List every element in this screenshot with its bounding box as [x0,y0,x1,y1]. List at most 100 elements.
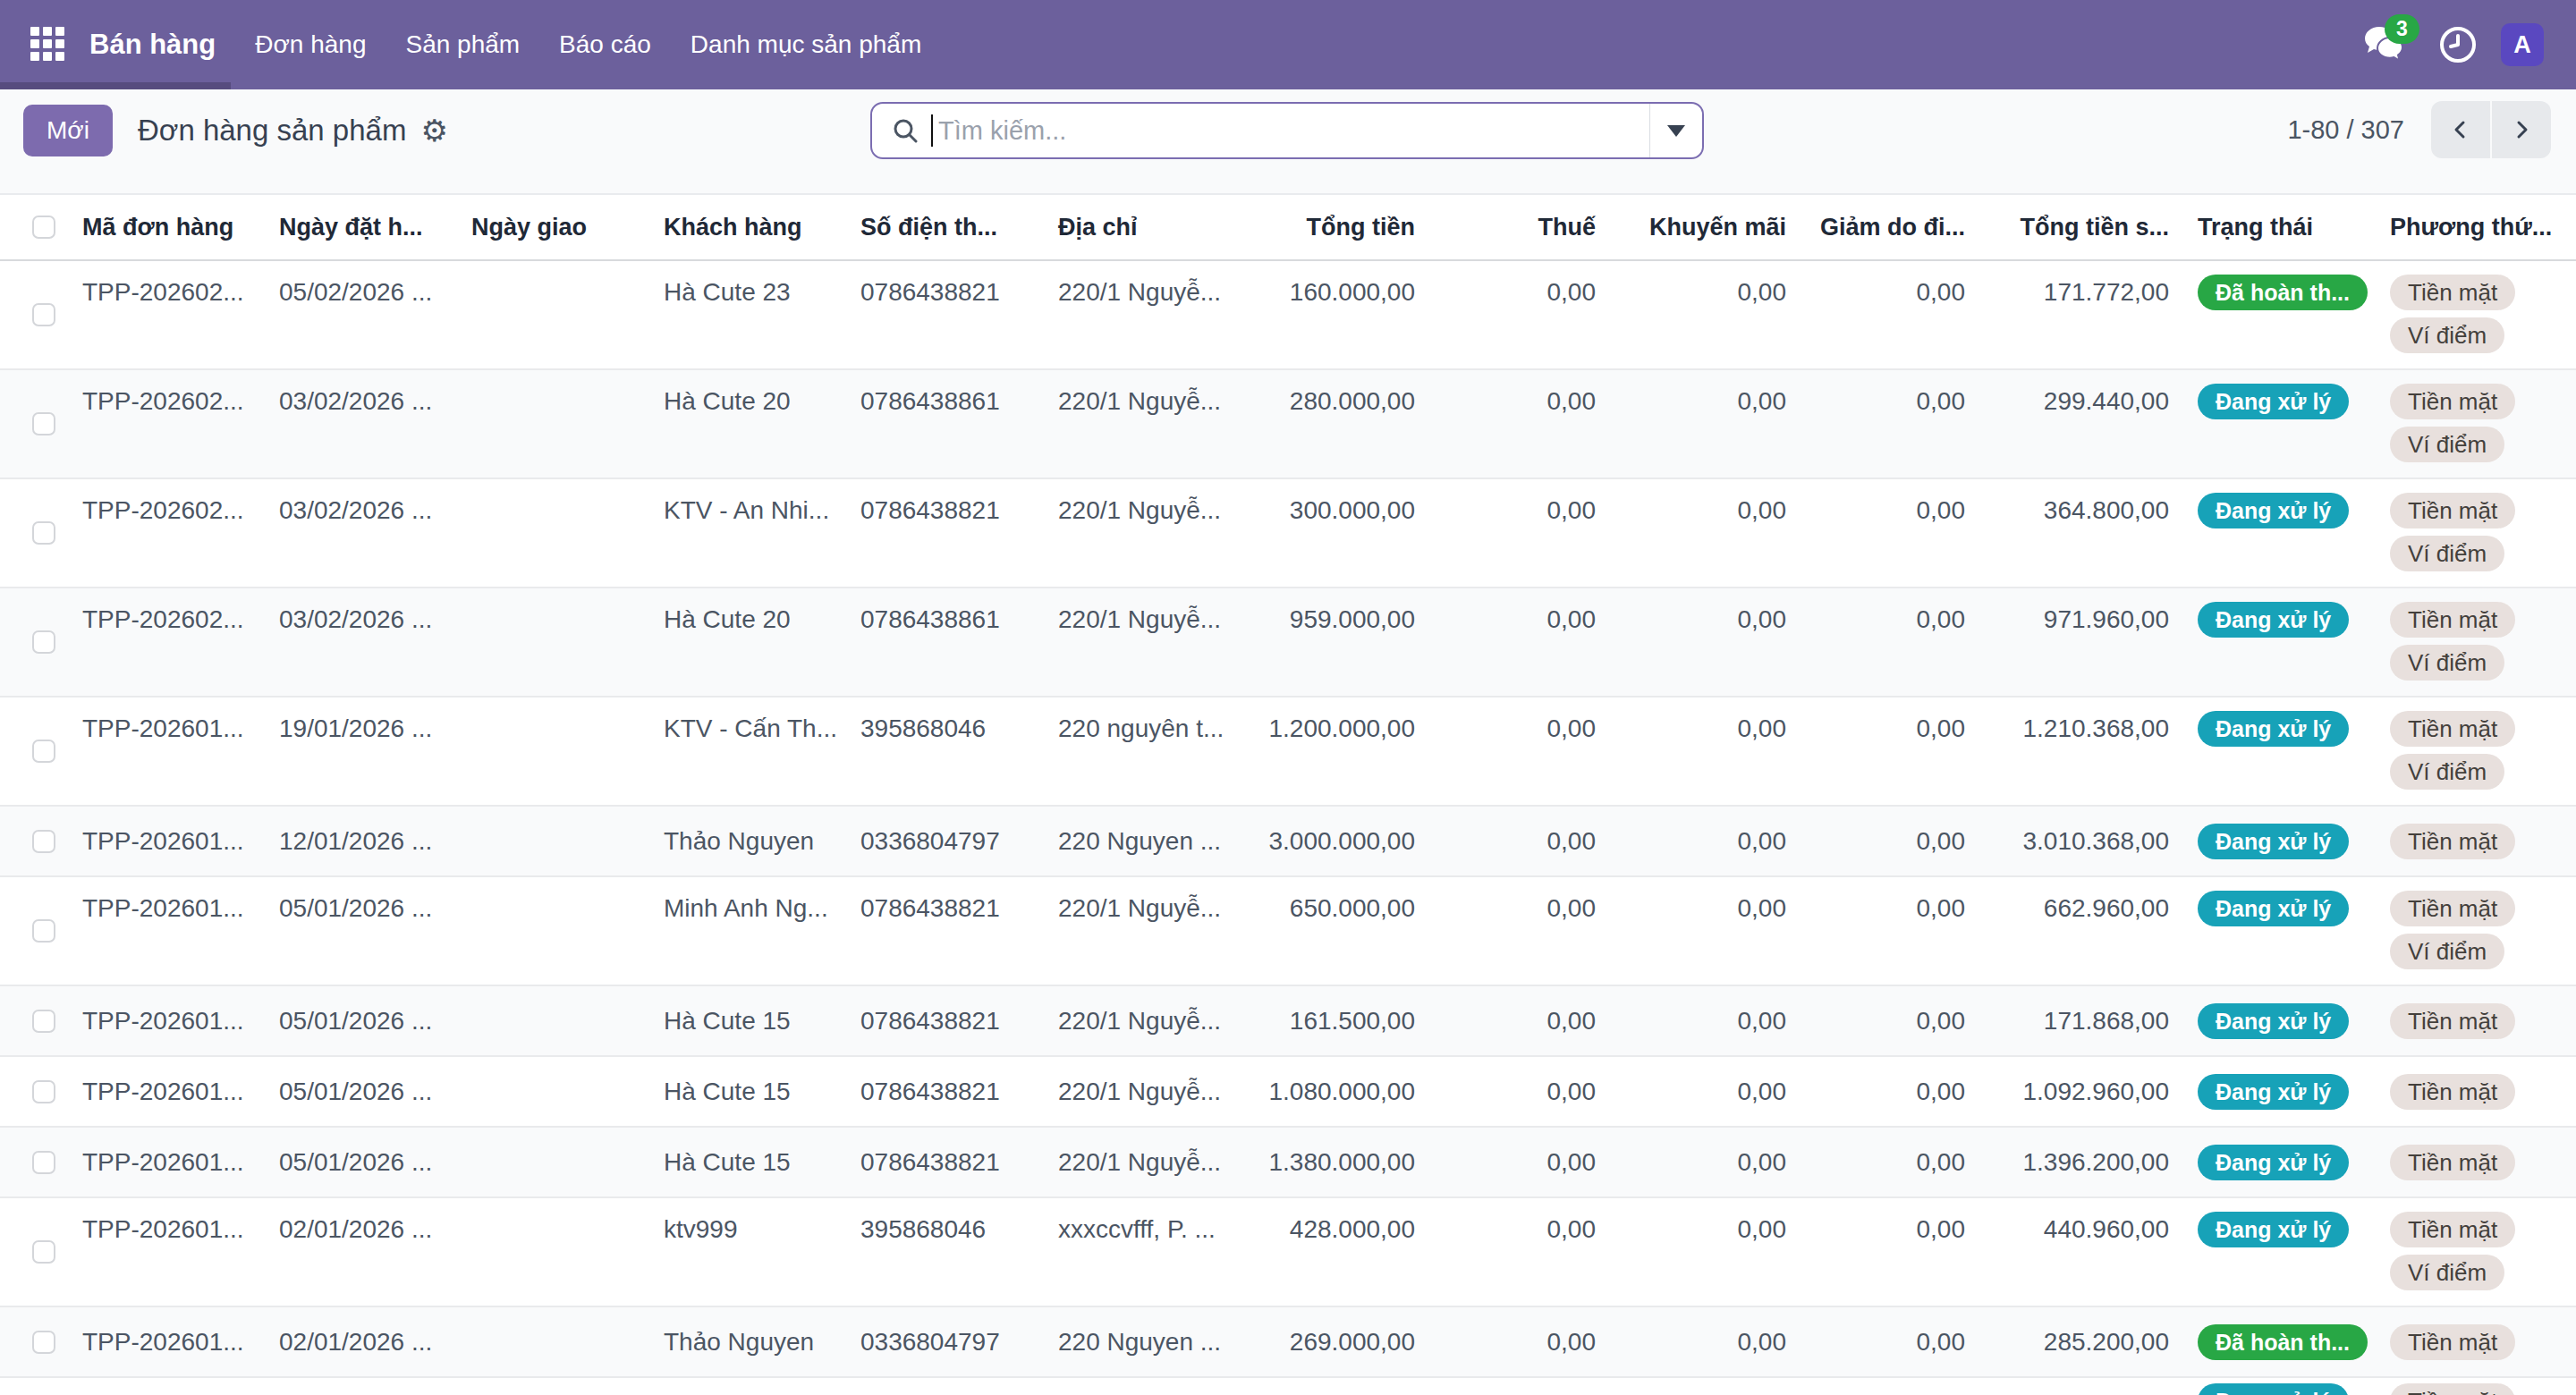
cell-grand_total: 1.092.960,00 [1976,1074,2180,1110]
cell-promo: 0,00 [1606,1198,1797,1247]
cell-order_date: 03/02/2026 ... [268,370,461,419]
table-row[interactable]: TPP-202601...05/01/2026 ...Hà Cute 15078… [0,986,2576,1057]
column-header-4[interactable]: Số điện th... [850,214,1047,241]
cell-delivery_date [461,479,653,493]
row-checkbox[interactable] [0,261,72,368]
cell-customer [653,1378,850,1383]
gear-icon[interactable]: ⚙ [420,113,447,148]
cell-address: 220/1 Nguyễ... [1047,370,1243,419]
cell-order_date [268,1378,461,1383]
cell-discount: 0,00 [1797,1198,1976,1247]
row-checkbox[interactable] [0,1331,72,1354]
cell-discount: 0,00 [1797,877,1976,926]
table-row[interactable]: TPP-202601...19/01/2026 ...KTV - Cấn Th.… [0,698,2576,807]
menu-item-0[interactable]: Đơn hàng [255,30,366,59]
payment-tag: Tiền mặt [2390,1145,2515,1180]
cell-discount: 0,00 [1797,1074,1976,1110]
search-input[interactable] [938,116,1649,146]
status-badge: Đang xử lý [2198,824,2349,859]
cell-status: Đang xử lý [2180,370,2370,419]
cell-grand_total: 171.868,00 [1976,1003,2180,1039]
cell-customer: Hà Cute 15 [653,1145,850,1180]
table-row[interactable]: Đang xử lýTiền mặt [0,1378,2576,1395]
new-button[interactable]: Mới [23,105,113,156]
column-header-8[interactable]: Khuyến mãi [1606,214,1797,241]
table-row[interactable]: TPP-202602...03/02/2026 ...Hà Cute 20078… [0,370,2576,479]
table-body: TPP-202602...05/02/2026 ...Hà Cute 23078… [0,261,2576,1395]
cell-delivery_date [461,588,653,602]
column-header-7[interactable]: Thuế [1426,214,1606,241]
select-all-checkbox[interactable] [0,216,72,239]
app-name[interactable]: Bán hàng [89,29,216,61]
row-checkbox[interactable] [0,1080,72,1103]
menu-item-2[interactable]: Báo cáo [559,30,651,59]
cell-grand_total: 285.200,00 [1976,1324,2180,1360]
cell-code: TPP-202602... [72,479,268,528]
table-row[interactable]: TPP-202601...02/01/2026 ...ktv9993958680… [0,1198,2576,1307]
cell-status: Đang xử lý [2180,588,2370,638]
cell-payments: Tiền mặtVí điểm [2370,479,2576,571]
column-header-1[interactable]: Ngày đặt h... [268,214,461,241]
cell-discount: 0,00 [1797,588,1976,638]
activity-button[interactable] [2438,25,2478,64]
cell-address: 220/1 Nguyễ... [1047,1003,1243,1039]
apps-grid-icon[interactable] [30,27,66,63]
cell-phone: 0786438821 [850,1145,1047,1180]
cell-tax: 0,00 [1426,1145,1606,1180]
table-row[interactable]: TPP-202601...02/01/2026 ...Thảo Nguyen03… [0,1307,2576,1378]
status-badge: Đang xử lý [2198,1074,2349,1110]
column-header-10[interactable]: Tổng tiền s... [1976,214,2180,241]
menu-item-1[interactable]: Sản phẩm [405,30,520,59]
chat-button[interactable]: 3 [2363,25,2404,64]
column-header-6[interactable]: Tổng tiền [1243,214,1426,241]
table-row[interactable]: TPP-202602...05/02/2026 ...Hà Cute 23078… [0,261,2576,370]
row-checkbox[interactable] [0,1378,72,1395]
cell-grand_total: 662.960,00 [1976,877,2180,926]
row-checkbox[interactable] [0,877,72,985]
table-row[interactable]: TPP-202602...03/02/2026 ...KTV - An Nhi.… [0,479,2576,588]
column-header-0[interactable]: Mã đơn hàng [72,214,268,241]
cell-order_date: 02/01/2026 ... [268,1324,461,1360]
row-checkbox[interactable] [0,588,72,696]
column-header-9[interactable]: Giảm do đi... [1797,214,1976,241]
pager-previous-button[interactable] [2431,101,2490,158]
cell-tax: 0,00 [1426,877,1606,926]
cell-promo: 0,00 [1606,370,1797,419]
cell-phone: 0786438821 [850,479,1047,528]
row-checkbox[interactable] [0,479,72,587]
row-checkbox[interactable] [0,1151,72,1174]
table-row[interactable]: TPP-202601...05/01/2026 ...Minh Anh Ng..… [0,877,2576,986]
cell-address: 220/1 Nguyễ... [1047,1074,1243,1110]
pager-next-button[interactable] [2492,101,2551,158]
payment-tag: Tiền mặt [2390,824,2515,859]
cell-address: 220/1 Nguyễ... [1047,479,1243,528]
row-checkbox[interactable] [0,1198,72,1306]
column-header-3[interactable]: Khách hàng [653,214,850,241]
row-checkbox[interactable] [0,698,72,805]
column-header-5[interactable]: Địa chỉ [1047,214,1243,241]
cell-grand_total: 440.960,00 [1976,1198,2180,1247]
cell-customer: KTV - An Nhi... [653,479,850,528]
avatar[interactable]: A [2501,23,2544,66]
cell-delivery_date [461,877,653,891]
cell-delivery_date [461,370,653,384]
cell-phone: 0786438821 [850,877,1047,926]
column-header-11[interactable]: Trạng thái [2180,214,2370,241]
search-dropdown-button[interactable] [1650,125,1702,137]
cell-promo: 0,00 [1606,1145,1797,1180]
row-checkbox[interactable] [0,830,72,853]
column-header-2[interactable]: Ngày giao [461,214,653,241]
cell-customer: Hà Cute 15 [653,1003,850,1039]
column-header-12[interactable]: Phương thứ... [2370,214,2576,241]
table-row[interactable]: TPP-202602...03/02/2026 ...Hà Cute 20078… [0,588,2576,698]
table-row[interactable]: TPP-202601...05/01/2026 ...Hà Cute 15078… [0,1057,2576,1128]
row-checkbox[interactable] [0,370,72,478]
table-row[interactable]: TPP-202601...12/01/2026 ...Thảo Nguyen03… [0,807,2576,877]
row-checkbox[interactable] [0,1010,72,1033]
menu-item-3[interactable]: Danh mục sản phẩm [691,30,921,59]
cell-address: 220/1 Nguyễ... [1047,261,1243,310]
cell-status: Đang xử lý [2180,877,2370,926]
cell-address [1047,1378,1243,1383]
cell-customer: KTV - Cấn Th... [653,698,850,747]
table-row[interactable]: TPP-202601...05/01/2026 ...Hà Cute 15078… [0,1128,2576,1198]
